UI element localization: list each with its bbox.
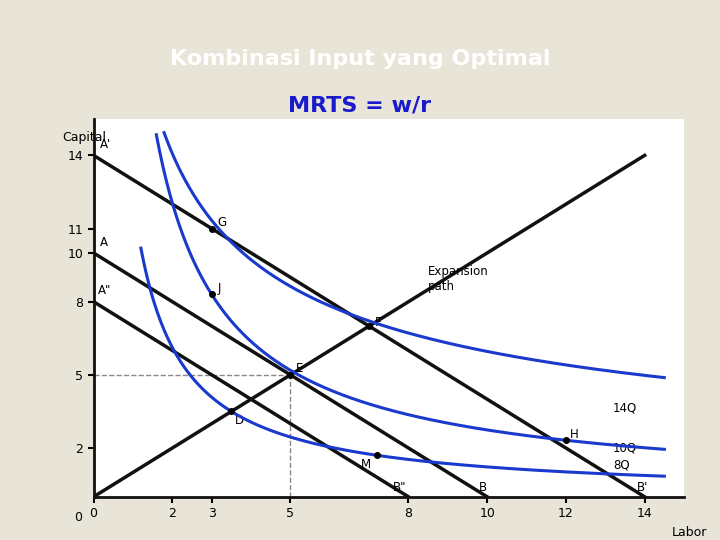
Text: A': A'	[99, 138, 111, 151]
Text: F: F	[375, 316, 382, 329]
Text: D: D	[235, 414, 244, 427]
Text: B: B	[480, 481, 487, 494]
Text: J: J	[217, 282, 221, 295]
Text: B': B'	[636, 481, 648, 494]
Text: 14Q: 14Q	[613, 401, 637, 414]
Text: Labor: Labor	[672, 526, 708, 539]
Text: 10Q: 10Q	[613, 442, 637, 455]
Text: G: G	[217, 216, 227, 229]
Text: 8Q: 8Q	[613, 459, 630, 472]
Text: M: M	[361, 457, 372, 470]
Text: B": B"	[392, 481, 406, 494]
Text: Kombinasi Input yang Optimal: Kombinasi Input yang Optimal	[170, 49, 550, 70]
Text: A: A	[99, 235, 107, 248]
Text: Expansion
path: Expansion path	[428, 265, 489, 293]
Text: H: H	[570, 428, 579, 441]
Text: E: E	[297, 362, 304, 375]
Text: A": A"	[97, 285, 111, 298]
Text: MRTS = w/r: MRTS = w/r	[289, 95, 431, 116]
Text: Capital: Capital	[62, 131, 106, 144]
Text: 0: 0	[74, 511, 82, 524]
